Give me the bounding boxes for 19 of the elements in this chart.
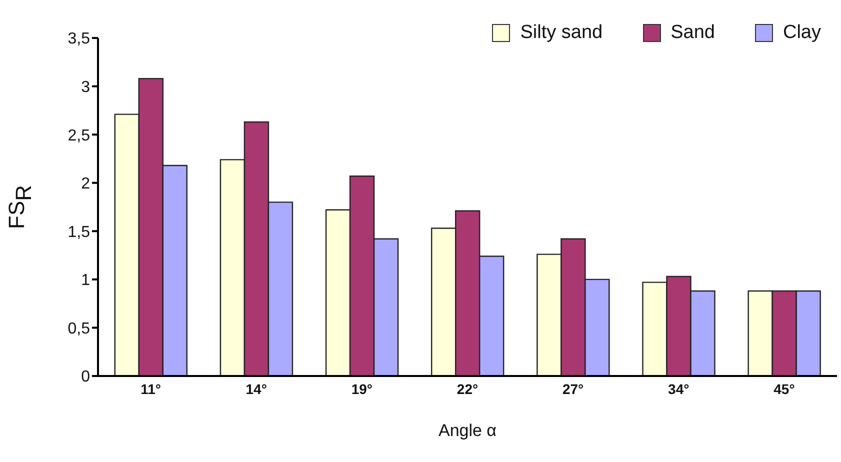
legend-label: Sand [670,22,715,44]
legend-label: Clay [782,22,821,44]
x-tick-label: 14° [246,380,267,397]
legend-label: Silty sand [519,22,603,44]
x-tick-label: 22° [456,380,478,397]
y-tick-label: 1,5 [68,224,90,241]
x-tick-label: 45° [774,380,795,397]
y-tick-label: 0,5 [68,320,90,338]
x-axis-title: Angle α [438,421,497,440]
y-tick-label: 1 [81,272,90,290]
y-tick-label: 3,5 [68,30,90,48]
y-tick-label: 2,5 [68,127,90,144]
y-tick-label: 3 [81,78,90,96]
y-tick-label: 0 [81,368,90,386]
y-tick-label: 2 [81,176,90,193]
x-tick-label: 34° [668,380,690,397]
x-tick-label: 11° [140,380,161,397]
x-tick-label: 19° [351,380,373,397]
x-tick-label: 27° [562,380,584,397]
